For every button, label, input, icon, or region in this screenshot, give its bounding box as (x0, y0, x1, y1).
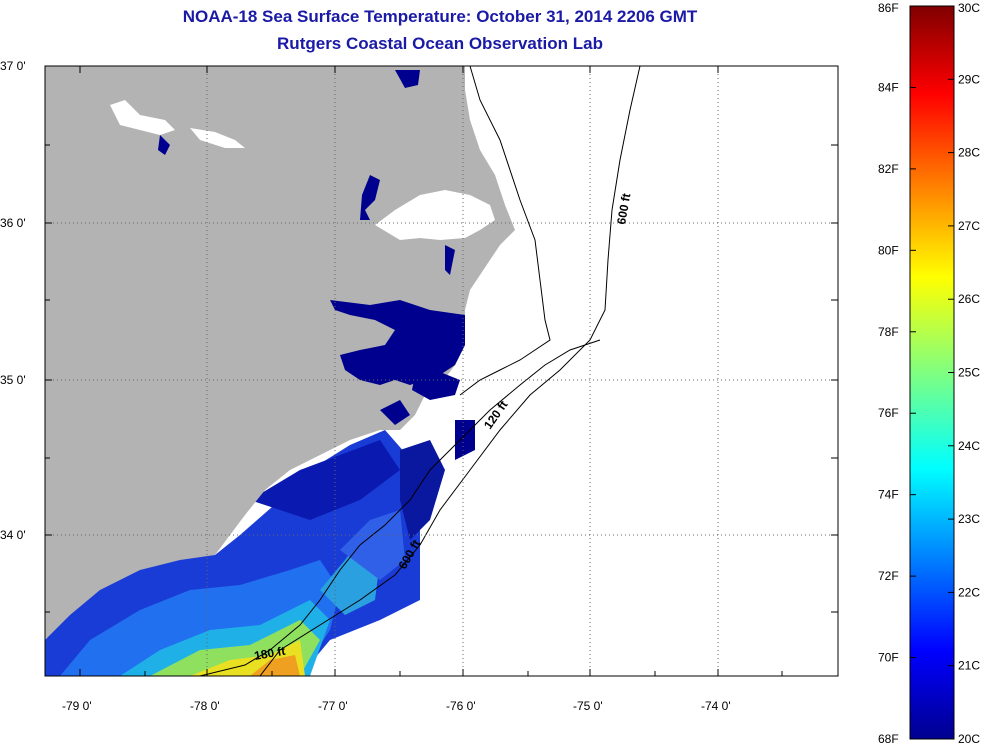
map-border (44, 65, 839, 677)
colorbar-c-label: 23C (958, 512, 980, 526)
lon-label-77: -77 0' (318, 699, 348, 713)
colorbar-f-label: 82F (878, 162, 899, 176)
lon-label-78: -78 0' (190, 699, 220, 713)
colorbar-fahrenheit-labels: 86F 84F 82F 80F 78F 76F 74F 72F 70F 68F (878, 1, 899, 746)
colorbar-f-label: 70F (878, 651, 899, 665)
contour-label-600-north: 600 ft (614, 192, 633, 225)
lon-label-79: -79 0' (62, 699, 92, 713)
colorbar-c-label: 21C (958, 659, 980, 673)
colorbar-c-label: 27C (958, 219, 980, 233)
colorbar-c-label: 24C (958, 439, 980, 453)
lat-label-36: 36 0' (0, 216, 26, 230)
inland-waters (158, 70, 465, 425)
colorbar-celsius-labels: 30C 29C 28C 27C 26C 25C 24C 23C 22C 21C 20C (958, 1, 980, 746)
contour-label-180: 180 ft (253, 644, 286, 663)
no-data-areas (110, 100, 495, 240)
colorbar (909, 5, 955, 740)
colorbar-ticks (910, 5, 954, 740)
colorbar-c-label: 20C (958, 732, 980, 746)
graticule (45, 66, 838, 676)
colorbar-f-label: 78F (878, 325, 899, 339)
map-title: NOAA-18 Sea Surface Temperature: October… (182, 7, 698, 26)
lat-label-34: 34 0' (0, 528, 26, 542)
colorbar-f-label: 68F (878, 732, 899, 746)
colorbar-c-label: 25C (958, 366, 980, 380)
lon-label-74: -74 0' (701, 699, 731, 713)
lat-label-37: 37 0' (0, 59, 26, 73)
colorbar-c-label: 29C (958, 72, 980, 86)
colorbar-f-label: 74F (878, 488, 899, 502)
colorbar-c-label: 26C (958, 292, 980, 306)
colorbar-c-label: 28C (958, 146, 980, 160)
map-subtitle: Rutgers Coastal Ocean Observation Lab (277, 34, 603, 53)
bathymetry-contours (199, 66, 641, 676)
lon-label-76: -76 0' (446, 699, 476, 713)
colorbar-f-label: 80F (878, 243, 899, 257)
colorbar-f-label: 76F (878, 406, 899, 420)
colorbar-f-label: 72F (878, 569, 899, 583)
colorbar-c-label: 22C (958, 585, 980, 599)
sst-data-field (45, 420, 475, 676)
colorbar-f-label: 84F (878, 80, 899, 94)
lon-label-75: -75 0' (573, 699, 603, 713)
colorbar-c-label: 30C (958, 1, 980, 15)
colorbar-f-label: 86F (878, 1, 899, 15)
axis-ticks (45, 65, 838, 676)
lat-label-35: 35 0' (0, 373, 26, 387)
